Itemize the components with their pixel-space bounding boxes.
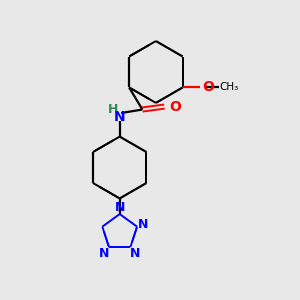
- Text: CH₃: CH₃: [220, 82, 239, 92]
- Text: N: N: [130, 247, 140, 260]
- Text: N: N: [115, 201, 125, 214]
- Text: O: O: [202, 80, 214, 94]
- Text: N: N: [114, 110, 125, 124]
- Text: N: N: [138, 218, 149, 231]
- Text: H: H: [108, 103, 118, 116]
- Text: N: N: [99, 247, 110, 260]
- Text: O: O: [170, 100, 182, 114]
